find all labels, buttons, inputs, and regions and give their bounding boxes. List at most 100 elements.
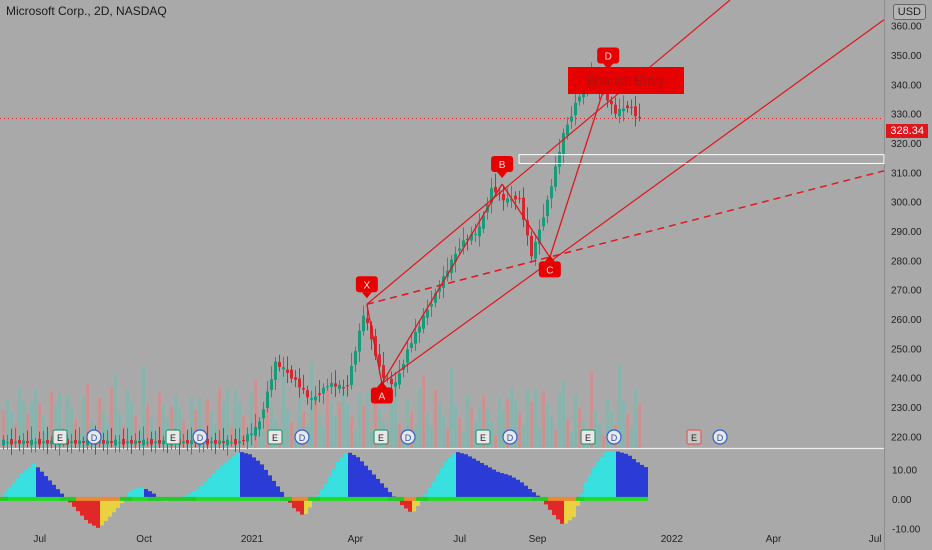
candle-body: [502, 194, 505, 201]
volume-bar: [238, 403, 241, 448]
last-price-label: 328.34: [886, 124, 928, 138]
pattern-point-marker[interactable]: [538, 261, 561, 278]
indicator-zero-dot: [332, 496, 336, 501]
indicator-bar: [332, 468, 336, 499]
indicator-bar: [96, 498, 100, 528]
volume-bar: [298, 398, 301, 448]
candle-body: [578, 96, 581, 102]
volume-bar: [342, 391, 345, 448]
time-tick-label: Jul: [869, 534, 882, 545]
indicator-bar: [584, 482, 588, 499]
time-tick-label: 2021: [241, 534, 264, 545]
pattern-point-marker[interactable]: [491, 156, 514, 172]
pattern-point-marker[interactable]: [597, 47, 620, 64]
candle-body: [546, 199, 549, 217]
volume-bar: [334, 415, 337, 448]
volume-bar: [430, 427, 433, 448]
candle-body: [110, 441, 113, 443]
dividend-event-label: D: [405, 433, 412, 443]
candle-body: [318, 393, 321, 395]
candle-body: [162, 440, 165, 445]
indicator-bar: [640, 464, 644, 499]
price-tick-label: 270.00: [891, 286, 922, 297]
indicator-bar: [520, 482, 524, 499]
pattern-point-label: X: [364, 280, 371, 291]
indicator-zero-dot: [76, 496, 80, 501]
dividend-event-marker[interactable]: [86, 429, 102, 445]
earnings-event-marker[interactable]: [580, 429, 596, 445]
dividend-event-marker[interactable]: [192, 429, 208, 445]
earnings-event-marker[interactable]: [267, 429, 283, 445]
currency-selector[interactable]: USD: [892, 4, 926, 20]
indicator-bar: [576, 498, 580, 506]
indicator-zero-dot: [472, 496, 476, 501]
indicator-bar: [560, 498, 564, 524]
indicator-zero-dot: [456, 496, 460, 501]
volume-bar: [378, 408, 381, 448]
dividend-event-marker[interactable]: [606, 429, 622, 445]
dividend-event-marker[interactable]: [712, 429, 728, 445]
volume-bar: [426, 414, 429, 448]
dividend-event-label: D: [717, 433, 724, 443]
indicator-zero-dot: [552, 496, 556, 501]
pattern-point-marker[interactable]: [355, 276, 378, 293]
volume-bar: [350, 417, 353, 448]
indicator-zero-dot: [360, 496, 364, 501]
bearish-entry-box[interactable]: [568, 67, 684, 94]
indicator-bar: [364, 465, 368, 499]
earnings-event-marker[interactable]: [686, 429, 702, 445]
indicator-zero-dot: [64, 496, 68, 501]
indicator-zero-dot: [340, 496, 344, 501]
candle-body: [186, 440, 189, 444]
indicator-zero-dot: [528, 496, 532, 501]
indicator-bar: [464, 454, 468, 499]
indicator-zero-dot: [452, 496, 456, 501]
candle-body: [206, 438, 209, 445]
indicator-tick-label: 10.00: [892, 465, 917, 476]
volume-bar: [58, 393, 61, 448]
volume-bar: [534, 390, 537, 448]
dividend-event-marker[interactable]: [294, 429, 310, 445]
indicator-bar: [424, 494, 428, 499]
candle-body: [34, 442, 37, 444]
volume-bar: [286, 409, 289, 448]
volume-bar: [538, 428, 541, 448]
indicator-bar: [380, 483, 384, 499]
candle-body: [478, 226, 481, 237]
candle-body: [534, 241, 537, 259]
volume-bar: [6, 399, 9, 448]
pattern-point-marker[interactable]: [370, 387, 393, 404]
earnings-event-marker[interactable]: [475, 429, 491, 445]
candle-body: [78, 440, 81, 445]
earnings-event-marker[interactable]: [52, 429, 68, 445]
indicator-bar: [548, 498, 552, 510]
earnings-event-marker[interactable]: [165, 429, 181, 445]
volume-bar: [566, 419, 569, 448]
volume-bar: [2, 411, 5, 448]
candle-body: [334, 383, 337, 387]
candle-body: [314, 396, 317, 401]
volume-bar: [638, 403, 641, 448]
indicator-zero-dot: [592, 496, 596, 501]
candle-body: [482, 215, 485, 229]
indicator-bar: [48, 480, 52, 499]
dividend-event-marker[interactable]: [400, 429, 416, 445]
indicator-bar: [144, 489, 148, 499]
indicator-bar: [28, 466, 32, 499]
indicator-zero-dot: [436, 496, 440, 501]
candle-body: [134, 440, 137, 445]
candle-body: [142, 439, 145, 446]
indicator-zero-dot: [368, 496, 372, 501]
indicator-zero-dot: [80, 496, 84, 501]
candle-body: [430, 304, 433, 307]
indicator-bar: [528, 489, 532, 499]
candle-body: [218, 440, 221, 445]
indicator-zero-dot: [384, 496, 388, 501]
dividend-event-label: D: [507, 433, 514, 443]
indicator-bar: [256, 460, 260, 499]
dividend-event-marker[interactable]: [502, 429, 518, 445]
indicator-zero-dot: [484, 496, 488, 501]
earnings-event-marker[interactable]: [373, 429, 389, 445]
candle-body: [246, 434, 249, 442]
